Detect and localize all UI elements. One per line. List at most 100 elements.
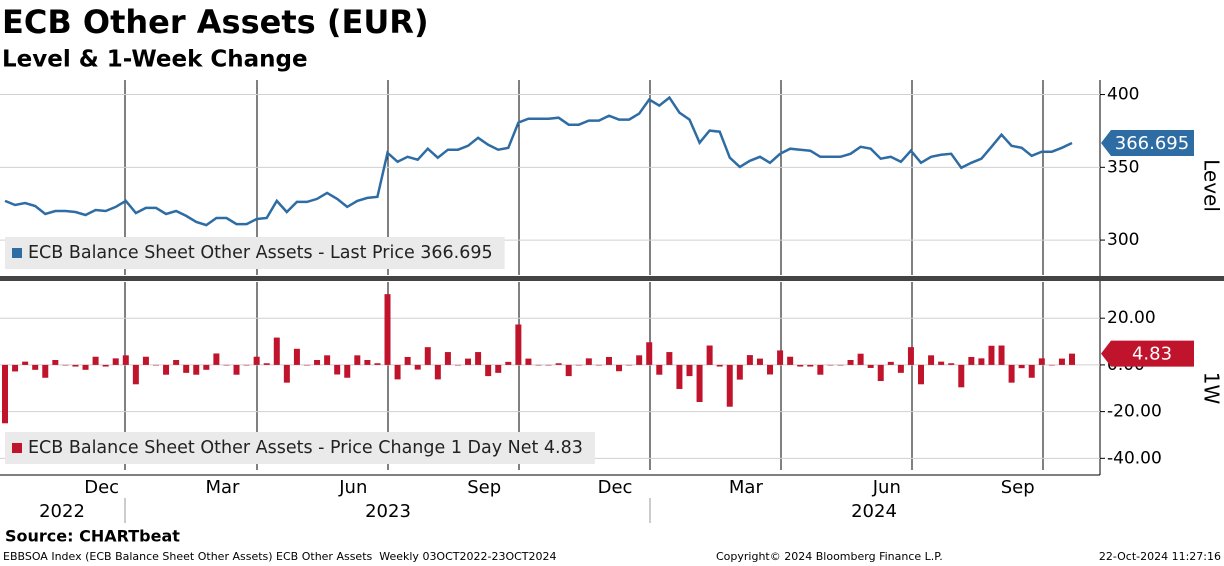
bar bbox=[585, 358, 592, 365]
bar bbox=[495, 364, 502, 373]
x-year-label: 2022 bbox=[39, 501, 85, 522]
x-tick-label: Mar bbox=[205, 477, 240, 498]
x-year-label: 2024 bbox=[851, 501, 897, 522]
bar bbox=[978, 358, 985, 365]
y-tick-label: 20.00 bbox=[1107, 308, 1156, 328]
bar bbox=[334, 364, 341, 375]
bar bbox=[354, 355, 361, 365]
bar bbox=[716, 364, 723, 367]
bar bbox=[1048, 364, 1055, 366]
bar bbox=[555, 363, 562, 365]
bar bbox=[948, 363, 955, 365]
bar bbox=[525, 358, 532, 365]
bar bbox=[605, 356, 612, 365]
bar bbox=[515, 324, 522, 365]
legend: ECB Balance Sheet Other Assets - Last Pr… bbox=[5, 237, 505, 269]
bar bbox=[1069, 353, 1075, 365]
bar bbox=[827, 364, 834, 366]
bar bbox=[575, 364, 582, 366]
bar bbox=[22, 361, 29, 365]
bar bbox=[72, 364, 79, 367]
bar bbox=[1008, 364, 1015, 383]
bar bbox=[897, 364, 904, 373]
bar bbox=[92, 356, 99, 365]
bar bbox=[303, 364, 310, 366]
bar bbox=[736, 364, 743, 380]
footer-left: EBBSOA Index (ECB Balance Sheet Other As… bbox=[3, 550, 557, 563]
last-value-tag bbox=[1101, 130, 1194, 157]
legend-box bbox=[5, 237, 505, 269]
x-year-label: 2023 bbox=[365, 501, 411, 522]
bar bbox=[62, 364, 69, 366]
bar bbox=[414, 364, 421, 370]
bar bbox=[817, 364, 824, 375]
bar bbox=[42, 364, 49, 378]
y-tick-label: 400 bbox=[1107, 85, 1139, 105]
bar bbox=[112, 358, 119, 365]
legend: ECB Balance Sheet Other Assets - Price C… bbox=[5, 432, 595, 464]
bar bbox=[686, 364, 693, 377]
bar bbox=[887, 361, 894, 365]
last-value-label: 366.695 bbox=[1115, 133, 1189, 154]
bar bbox=[1058, 358, 1065, 365]
bar bbox=[626, 364, 633, 366]
bar bbox=[2, 364, 8, 424]
bar bbox=[142, 356, 149, 365]
bar bbox=[465, 358, 472, 365]
bar bbox=[646, 342, 653, 365]
bar bbox=[173, 360, 180, 365]
last-value-tag bbox=[1101, 340, 1194, 367]
bar bbox=[726, 364, 733, 407]
y-tick-label: 350 bbox=[1107, 157, 1139, 177]
chart-title: ECB Other Assets (EUR) bbox=[2, 3, 429, 41]
bar bbox=[636, 355, 643, 365]
bar bbox=[907, 347, 914, 365]
bar bbox=[152, 364, 159, 366]
bar bbox=[837, 364, 844, 366]
bar bbox=[545, 364, 552, 366]
bar bbox=[394, 364, 401, 380]
bar bbox=[807, 364, 814, 367]
x-tick-label: Sep bbox=[1001, 477, 1035, 498]
bar bbox=[988, 345, 995, 365]
legend-swatch bbox=[12, 443, 22, 453]
bar bbox=[102, 364, 109, 367]
bar bbox=[444, 352, 451, 365]
bar bbox=[595, 364, 602, 366]
bar bbox=[696, 364, 703, 403]
chart-subtitle: Level & 1-Week Change bbox=[2, 47, 308, 73]
bar bbox=[32, 364, 39, 370]
bar bbox=[273, 337, 280, 365]
bar bbox=[918, 364, 925, 385]
legend-swatch bbox=[12, 248, 22, 258]
bar bbox=[656, 364, 663, 375]
legend-label: ECB Balance Sheet Other Assets - Price C… bbox=[28, 438, 583, 458]
bar bbox=[867, 364, 874, 368]
bar bbox=[82, 364, 89, 370]
bar bbox=[535, 364, 542, 366]
bar bbox=[928, 355, 935, 365]
panel-divider bbox=[0, 276, 1224, 281]
bar bbox=[847, 360, 854, 365]
bar bbox=[203, 364, 210, 370]
bar bbox=[616, 364, 623, 372]
footer-center: Copyright© 2024 Bloomberg Finance L.P. bbox=[716, 550, 943, 563]
x-tick-label: Mar bbox=[729, 477, 764, 498]
bar bbox=[1038, 358, 1045, 365]
line-series bbox=[4, 95, 1073, 227]
bar bbox=[193, 364, 200, 375]
bar bbox=[384, 294, 391, 365]
bar bbox=[676, 364, 683, 389]
bar bbox=[344, 364, 351, 378]
bar bbox=[253, 356, 260, 365]
y-tick-label: 300 bbox=[1107, 230, 1139, 250]
bar bbox=[666, 352, 673, 365]
x-tick-label: Sep bbox=[467, 477, 501, 498]
bar bbox=[706, 345, 713, 365]
x-tick-label: Dec bbox=[84, 477, 119, 498]
bar bbox=[243, 364, 250, 366]
bar bbox=[968, 356, 975, 365]
bar bbox=[756, 358, 763, 365]
bar bbox=[364, 360, 371, 365]
